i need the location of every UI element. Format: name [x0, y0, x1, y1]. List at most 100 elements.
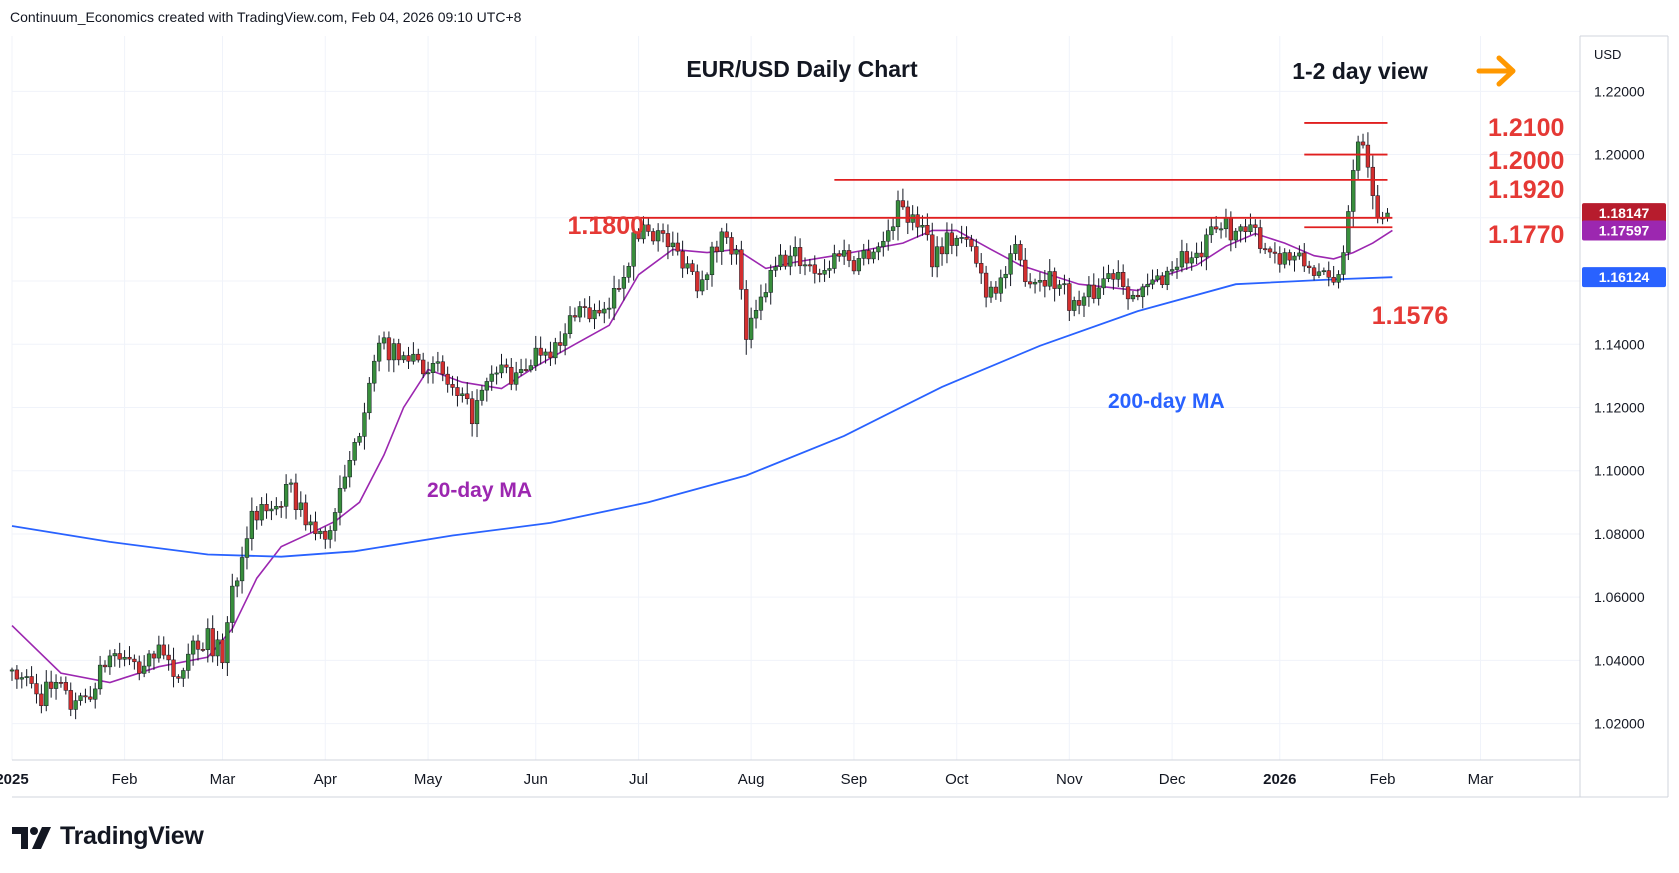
candle-body: [372, 360, 377, 384]
time-axis[interactable]: 2025 Feb Mar Apr May Jun Jul Aug Sep Oct Nov Dec 202…: [0, 771, 1493, 788]
candle-body: [851, 260, 857, 272]
y-tick-label-6: 1.14000: [1594, 336, 1645, 352]
candle-body: [509, 366, 514, 385]
candle: [53, 674, 59, 700]
price-axis[interactable]: 1.02000 1.04000 1.06000 1.08000 1.10000 1.120…: [1594, 83, 1645, 731]
candle: [734, 245, 739, 265]
candle: [964, 226, 969, 248]
candle-body: [53, 682, 59, 689]
candle-body: [1081, 296, 1087, 306]
y-tick-label-3: 1.08000: [1594, 526, 1645, 542]
candle-body: [724, 231, 729, 238]
candle-body: [1199, 252, 1204, 258]
candle: [107, 649, 113, 675]
candle: [376, 335, 382, 372]
candle: [651, 228, 656, 245]
candle: [1316, 263, 1322, 279]
candle-body: [871, 251, 876, 260]
candle: [562, 323, 568, 356]
candle-body: [807, 264, 813, 267]
candle-body: [181, 670, 186, 679]
y-tick-label-4: 1.10000: [1594, 463, 1645, 479]
candle: [553, 337, 558, 365]
candle: [465, 382, 470, 405]
candle-body: [9, 669, 15, 672]
candle-body: [714, 246, 720, 252]
candle-body: [553, 342, 558, 359]
candle: [763, 283, 768, 303]
candle: [597, 300, 602, 317]
candle: [1160, 272, 1165, 289]
candle-body: [1135, 294, 1140, 298]
candle: [1223, 208, 1229, 238]
price-tag-text: 1.18147: [1599, 205, 1650, 221]
candle: [1360, 133, 1366, 149]
candle: [866, 239, 871, 265]
candle-body: [279, 505, 284, 508]
candle: [137, 655, 142, 681]
candle: [58, 676, 64, 688]
candle: [156, 635, 161, 663]
candle: [631, 219, 636, 281]
candle-body: [293, 482, 299, 510]
candle: [748, 307, 754, 349]
candle: [176, 674, 181, 683]
candle: [861, 243, 866, 266]
candle-body: [1370, 166, 1375, 196]
candle-body: [1179, 251, 1185, 268]
candle-body: [1355, 141, 1361, 171]
x-tick-label-3: Apr: [314, 771, 337, 788]
candle-body: [881, 240, 886, 247]
candle-body: [1262, 248, 1268, 251]
candle-body: [249, 510, 255, 539]
candle-body: [220, 639, 225, 664]
candle-body: [1165, 270, 1170, 285]
candle-body: [367, 382, 372, 414]
candle-body: [1223, 217, 1229, 230]
level-label-1.1920: 1.1920: [1488, 176, 1564, 204]
candle-body: [1375, 195, 1380, 219]
x-tick-label-0: 2025: [0, 771, 29, 788]
candle: [607, 297, 612, 319]
candle: [846, 244, 852, 268]
candle-body: [631, 232, 636, 267]
candle: [49, 670, 54, 698]
candle-body: [1218, 228, 1224, 231]
level-label-1.2100: 1.2100: [1488, 114, 1564, 142]
candle: [890, 218, 896, 240]
logo-text: TradingView: [60, 822, 204, 850]
candle: [1233, 227, 1238, 249]
candle: [440, 355, 445, 382]
candle: [548, 341, 553, 366]
tradingview-logo[interactable]: TradingView: [12, 822, 204, 851]
candle-body: [949, 232, 954, 246]
chart-attribution: Continuum_Economics created with Trading…: [10, 9, 522, 25]
candle: [332, 508, 338, 542]
candle-body: [1331, 277, 1336, 283]
candle-body: [1008, 253, 1013, 275]
candle-body: [607, 307, 612, 310]
candle-body: [1032, 281, 1038, 285]
candle: [1277, 246, 1282, 273]
price-tag-text: 1.16124: [1599, 269, 1650, 285]
candle-body: [1307, 265, 1312, 269]
candle: [1243, 219, 1248, 243]
candle: [504, 358, 509, 374]
candle: [411, 342, 416, 365]
tradingview-logo-icon: [12, 826, 51, 849]
candle-body: [558, 342, 563, 346]
candle: [1150, 269, 1155, 290]
candle-body: [709, 246, 715, 276]
candle: [342, 464, 348, 492]
candle: [1018, 240, 1023, 267]
candle-body: [704, 274, 710, 280]
candle: [254, 506, 259, 530]
candle-body: [381, 337, 387, 344]
candle-body: [1336, 274, 1341, 283]
candle: [1272, 242, 1278, 264]
candle-body: [1365, 144, 1371, 168]
candle: [881, 231, 886, 257]
candle-body: [1116, 272, 1121, 280]
x-tick-label-6: Jul: [629, 771, 648, 788]
